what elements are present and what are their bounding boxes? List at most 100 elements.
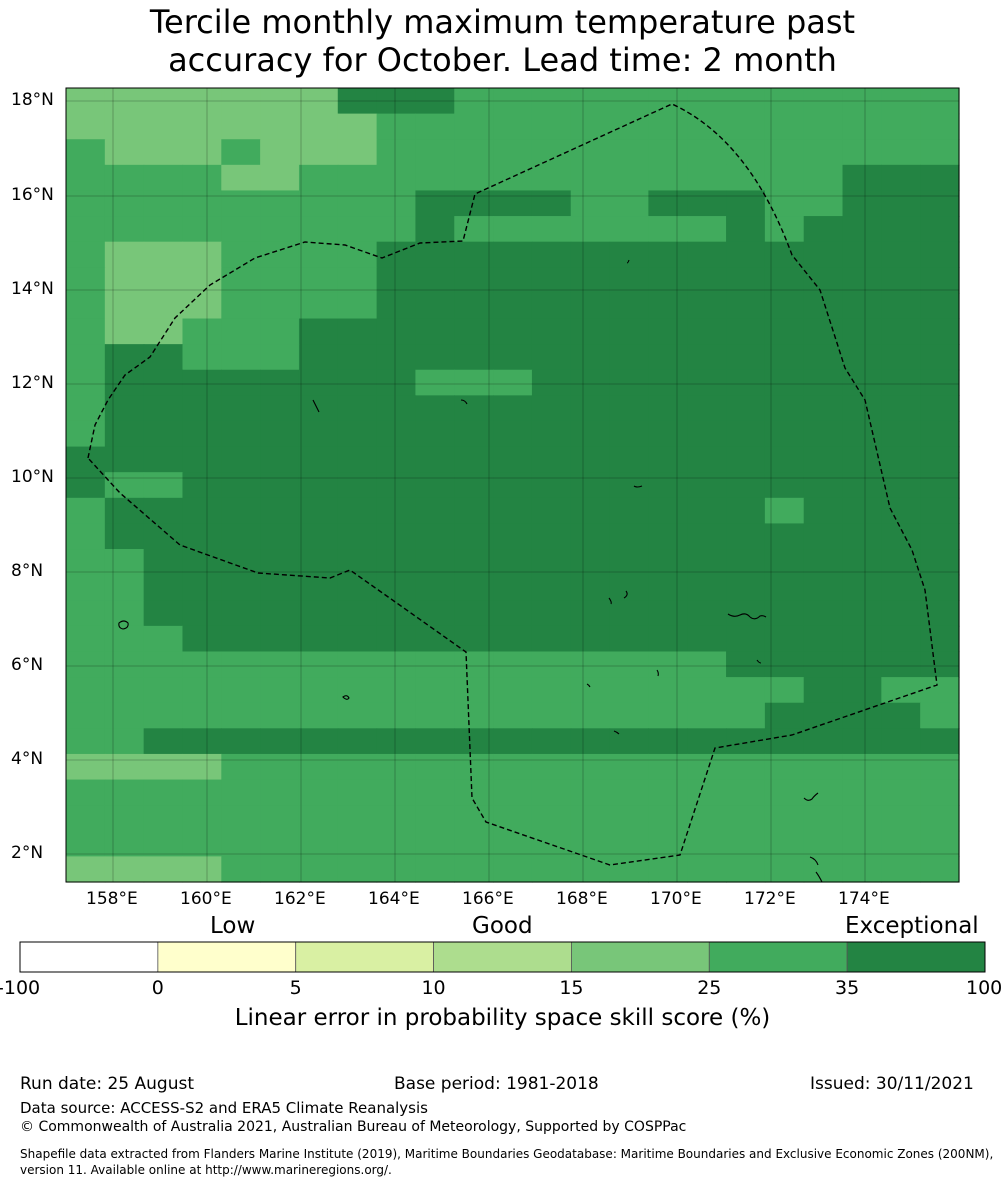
grid-cell bbox=[143, 292, 184, 320]
grid-cell bbox=[842, 574, 882, 601]
grid-cell bbox=[609, 164, 649, 192]
grid-cell bbox=[609, 267, 649, 294]
grid-cell bbox=[764, 446, 805, 473]
grid-cell bbox=[726, 420, 766, 448]
grid-cell bbox=[182, 856, 222, 883]
grid-cell bbox=[415, 267, 455, 294]
grid-cell bbox=[764, 369, 805, 396]
grid-cell bbox=[221, 753, 261, 781]
grid-cell bbox=[764, 651, 805, 678]
grid-cell bbox=[881, 497, 921, 525]
grid-cell bbox=[531, 472, 572, 499]
grid-cell bbox=[454, 241, 494, 268]
grid-cell bbox=[493, 728, 533, 755]
grid-cell bbox=[454, 523, 494, 550]
grid-cell bbox=[143, 472, 184, 499]
grid-cell bbox=[881, 728, 921, 755]
grid-cell bbox=[454, 677, 494, 704]
grid-cell bbox=[609, 139, 649, 166]
grid-cell bbox=[726, 625, 766, 653]
grid-cell bbox=[337, 241, 378, 268]
grid-cell bbox=[493, 344, 533, 371]
grid-cell bbox=[881, 113, 921, 140]
grid-cell bbox=[687, 472, 727, 499]
grid-cell bbox=[881, 625, 921, 653]
grid-cell bbox=[726, 779, 766, 806]
grid-cell bbox=[648, 779, 688, 806]
grid-cell bbox=[104, 344, 145, 371]
grid-cell bbox=[337, 702, 378, 729]
grid-cell bbox=[803, 677, 844, 704]
grid-cell bbox=[493, 267, 533, 294]
grid-cell bbox=[648, 728, 688, 755]
grid-cell bbox=[376, 395, 417, 422]
grid-cell bbox=[376, 216, 417, 243]
grid-cell bbox=[415, 702, 455, 729]
grid-cell bbox=[531, 216, 572, 243]
grid-cell bbox=[182, 164, 222, 192]
grid-cell bbox=[531, 830, 572, 857]
grid-cell bbox=[570, 190, 611, 217]
grid-cell bbox=[298, 779, 339, 806]
grid-cell bbox=[531, 190, 572, 217]
grid-cell bbox=[66, 190, 106, 217]
grid-cell bbox=[493, 702, 533, 729]
grid-cell bbox=[920, 677, 960, 704]
grid-cell bbox=[493, 241, 533, 268]
grid-cell bbox=[726, 216, 766, 243]
grid-cell bbox=[609, 113, 649, 140]
grid-cell bbox=[648, 190, 688, 217]
grid-cell bbox=[337, 625, 378, 653]
grid-cell bbox=[298, 600, 339, 627]
grid-cell bbox=[66, 677, 106, 704]
grid-cell bbox=[376, 139, 417, 166]
grid-cell bbox=[376, 677, 417, 704]
grid-cell bbox=[609, 472, 649, 499]
grid-cell bbox=[609, 497, 649, 525]
grid-cell bbox=[687, 677, 727, 704]
grid-cell bbox=[803, 472, 844, 499]
grid-cell bbox=[493, 830, 533, 857]
grid-cell bbox=[803, 497, 844, 525]
lon-tick-label: 164°E bbox=[368, 889, 420, 909]
grid-cell bbox=[104, 830, 145, 857]
grid-cell bbox=[143, 267, 184, 294]
grid-cell bbox=[570, 420, 611, 448]
colorbar-tick: 100 bbox=[966, 977, 1003, 999]
grid-cell bbox=[531, 446, 572, 473]
grid-cell bbox=[298, 216, 339, 243]
grid-cell bbox=[298, 318, 339, 345]
grid-cell bbox=[531, 702, 572, 729]
grid-cell bbox=[687, 318, 727, 345]
grid-cell bbox=[298, 164, 339, 192]
grid-cell bbox=[298, 292, 339, 320]
grid-cell bbox=[221, 651, 261, 678]
grid-cell bbox=[531, 728, 572, 755]
grid-cell bbox=[609, 600, 649, 627]
grid-cell bbox=[726, 600, 766, 627]
grid-cell bbox=[687, 625, 727, 653]
grid-cell bbox=[881, 472, 921, 499]
grid-cell bbox=[493, 318, 533, 345]
grid-cell bbox=[531, 497, 572, 525]
grid-cell bbox=[376, 267, 417, 294]
grid-cell bbox=[842, 446, 882, 473]
grid-cell bbox=[66, 216, 106, 243]
grid-cell bbox=[881, 856, 921, 883]
grid-cell bbox=[337, 216, 378, 243]
grid-cell bbox=[531, 523, 572, 550]
grid-cell bbox=[337, 753, 378, 781]
grid-cell bbox=[648, 856, 688, 883]
grid-cell bbox=[104, 369, 145, 396]
lat-tick-label: 10°N bbox=[11, 467, 54, 487]
grid-cell bbox=[454, 369, 494, 396]
grid-cell bbox=[66, 574, 106, 601]
grid-cell bbox=[221, 497, 261, 525]
grid-cell bbox=[376, 164, 417, 192]
grid-cell bbox=[260, 216, 300, 243]
grid-cell bbox=[648, 395, 688, 422]
grid-cell bbox=[726, 677, 766, 704]
grid-cell bbox=[920, 190, 960, 217]
grid-cell bbox=[415, 779, 455, 806]
grid-cell bbox=[881, 88, 921, 115]
